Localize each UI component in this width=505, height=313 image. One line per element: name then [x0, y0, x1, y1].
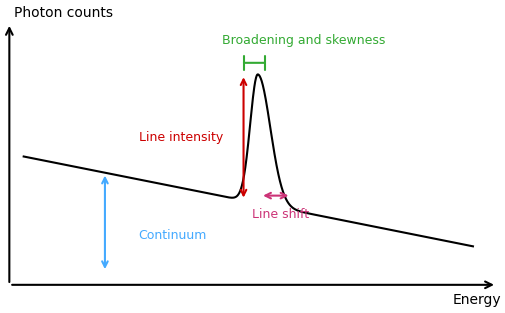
Text: Photon counts: Photon counts	[14, 7, 113, 20]
Text: Line shift: Line shift	[251, 208, 309, 222]
Text: Broadening and skewness: Broadening and skewness	[221, 34, 384, 48]
Text: Continuum: Continuum	[138, 229, 207, 242]
Text: Line intensity: Line intensity	[139, 131, 223, 144]
Text: Energy: Energy	[452, 293, 500, 306]
